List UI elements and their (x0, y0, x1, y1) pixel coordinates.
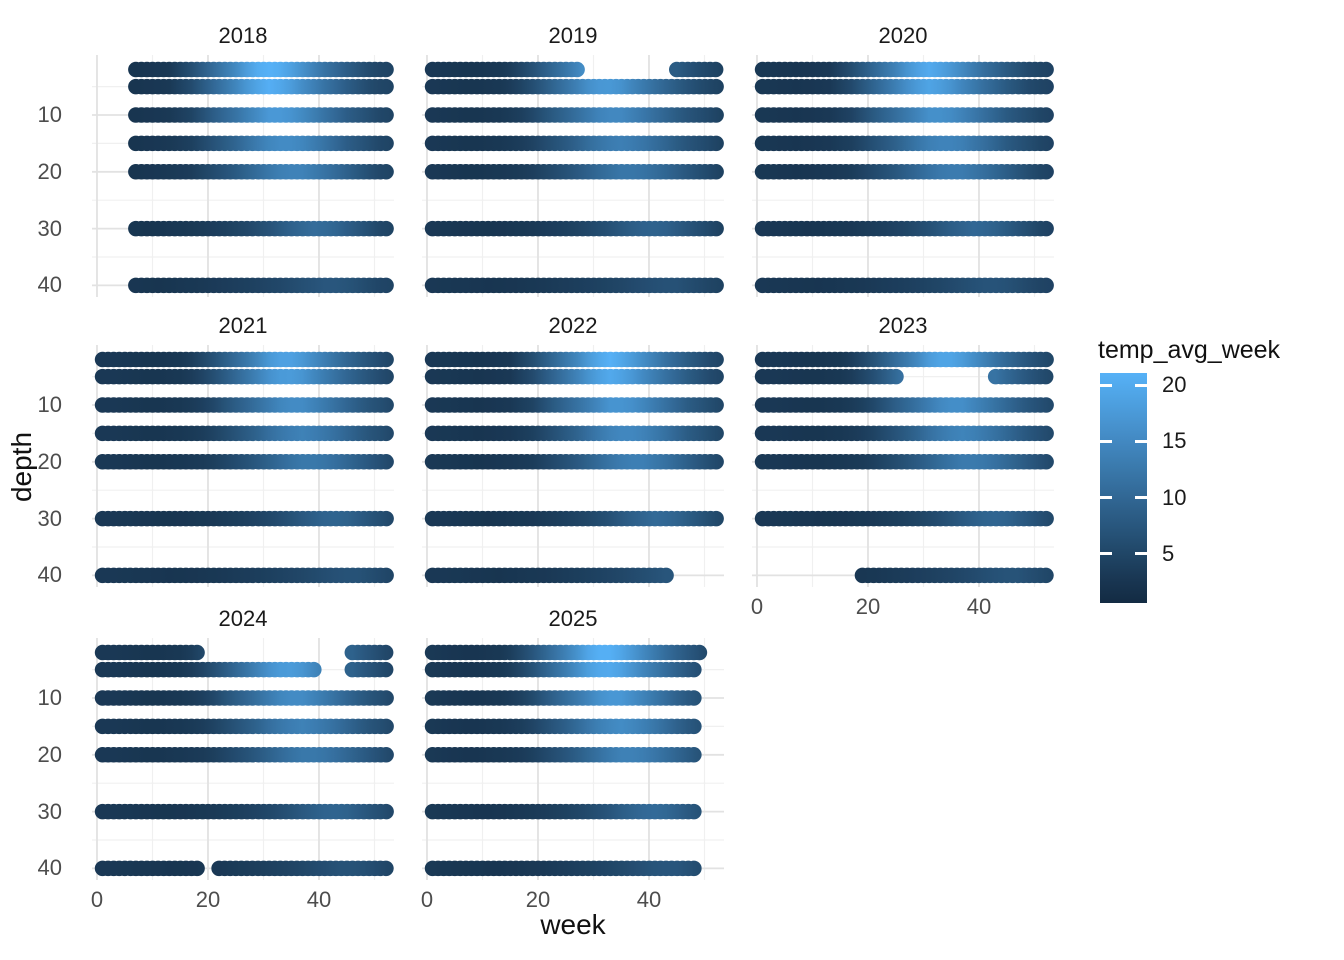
facet-panel-2023 (752, 345, 1059, 587)
facet-panel-2018 (92, 55, 399, 297)
y-tick-label: 10 (37, 685, 62, 710)
facet-panel-2020 (752, 55, 1059, 297)
legend-tick-mark (1100, 552, 1112, 555)
legend-tick-mark (1100, 384, 1112, 387)
x-tick-label: 20 (855, 594, 881, 619)
facet-title-2019: 2019 (548, 23, 598, 48)
legend-colorbar (1100, 373, 1147, 603)
x-tick-label: 40 (966, 594, 992, 619)
y-tick-label: 30 (37, 505, 62, 531)
facet-title-2023: 2023 (878, 313, 928, 338)
legend-tick-mark (1135, 552, 1147, 555)
legend-tick-mark (1135, 384, 1147, 387)
facet-title-2022: 2022 (548, 313, 598, 338)
x-tick-label: 20 (525, 887, 551, 912)
legend-tick-label: 10 (1162, 484, 1187, 510)
legend-tick-mark (1135, 496, 1147, 499)
y-tick-label: 20 (37, 741, 62, 767)
facet-title-2018: 2018 (218, 23, 268, 48)
facet-panel-2025 (422, 638, 724, 880)
y-tick-label: 40 (37, 855, 62, 881)
legend-tick-mark (1100, 440, 1112, 443)
facet-title-2025: 2025 (548, 606, 598, 631)
y-tick-label: 30 (37, 215, 62, 241)
y-tick-label: 10 (37, 392, 62, 417)
legend-tick-mark (1135, 440, 1147, 443)
legend-tick-label: 5 (1162, 540, 1175, 566)
y-axis-title: depth (6, 431, 37, 503)
legend-tick-label: 15 (1162, 428, 1187, 454)
facet-panel-2024 (92, 638, 399, 880)
y-tick-label: 40 (37, 562, 62, 588)
y-tick-label: 30 (37, 798, 62, 824)
x-tick-label: 20 (195, 887, 221, 912)
facet-panel-2019 (422, 55, 729, 297)
facet-title-2020: 2020 (878, 23, 928, 48)
facet-panel-2021 (92, 345, 399, 587)
x-axis-title: week (540, 909, 606, 940)
facet-title-2021: 2021 (218, 313, 268, 338)
x-tick-label: 0 (420, 887, 434, 912)
y-tick-label: 40 (37, 272, 62, 298)
y-tick-label: 10 (37, 102, 62, 127)
x-tick-label: 40 (636, 887, 662, 912)
x-tick-label: 0 (90, 887, 104, 912)
x-tick-label: 0 (750, 594, 764, 619)
legend-tick-label: 20 (1162, 372, 1187, 398)
y-tick-label: 20 (37, 158, 62, 184)
legend-tick-mark (1100, 496, 1112, 499)
facet-title-2024: 2024 (218, 606, 268, 631)
legend-title: temp_avg_week (1098, 336, 1281, 364)
x-tick-label: 40 (306, 887, 332, 912)
y-tick-label: 20 (37, 448, 62, 474)
facet-panel-2022 (422, 345, 729, 587)
